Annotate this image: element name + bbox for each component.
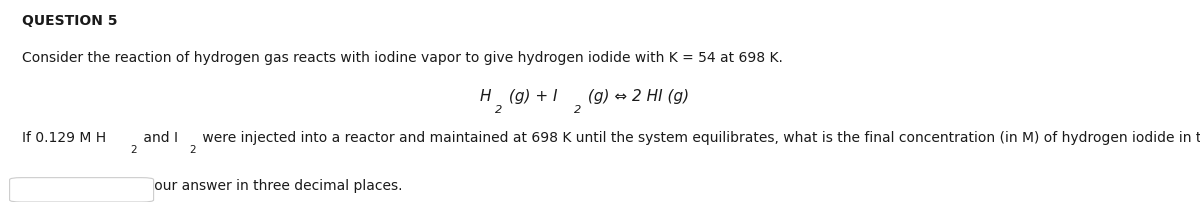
Text: and I: and I bbox=[139, 130, 178, 144]
Text: 2: 2 bbox=[574, 104, 581, 114]
Text: were injected into a reactor and maintained at 698 K until the system equilibrat: were injected into a reactor and maintai… bbox=[198, 130, 1200, 144]
Text: 2: 2 bbox=[130, 145, 137, 155]
Text: (g) + I: (g) + I bbox=[504, 89, 558, 104]
Text: mixture? Express your answer in three decimal places.: mixture? Express your answer in three de… bbox=[22, 178, 402, 192]
Text: QUESTION 5: QUESTION 5 bbox=[22, 14, 118, 28]
Text: H: H bbox=[480, 89, 492, 104]
Text: If 0.129 M H: If 0.129 M H bbox=[22, 130, 106, 144]
FancyBboxPatch shape bbox=[10, 178, 154, 202]
Text: 2: 2 bbox=[190, 145, 196, 155]
Text: 2: 2 bbox=[494, 104, 503, 114]
Text: Consider the reaction of hydrogen gas reacts with iodine vapor to give hydrogen : Consider the reaction of hydrogen gas re… bbox=[22, 50, 782, 64]
Text: (g) ⇔ 2 HI (g): (g) ⇔ 2 HI (g) bbox=[583, 89, 689, 104]
